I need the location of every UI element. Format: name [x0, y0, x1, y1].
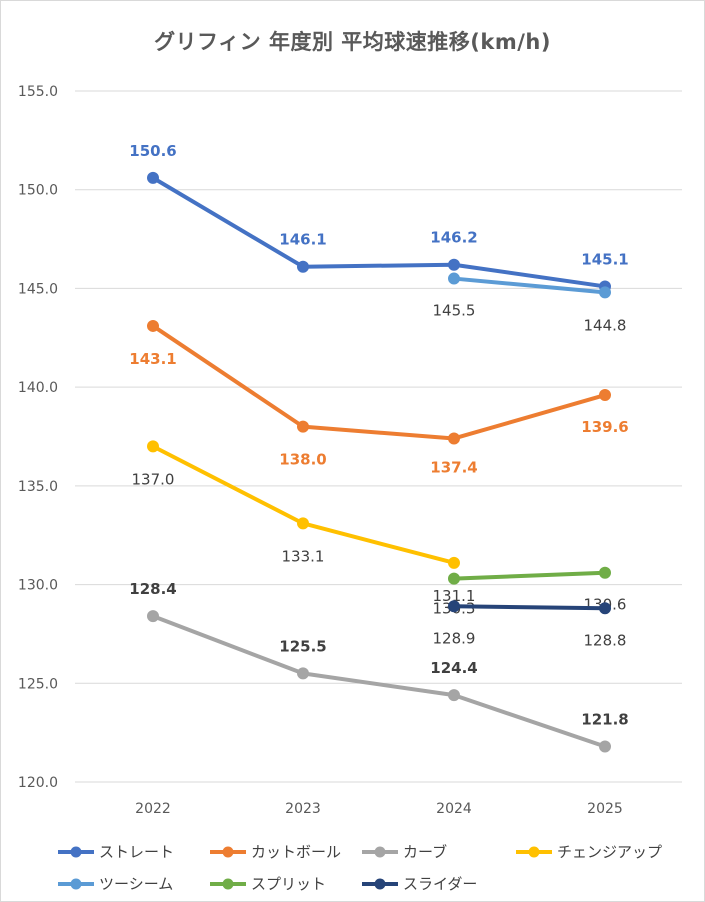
- data-point: [297, 517, 309, 530]
- data-label: 144.8: [584, 316, 627, 334]
- legend-label: カーブ: [403, 843, 447, 861]
- data-label: 138.0: [279, 451, 326, 469]
- series-line: [452, 604, 607, 611]
- chart-title: グリフィン 年度別 平均球速推移(km/h): [154, 30, 551, 54]
- data-label: 137.0: [132, 470, 175, 488]
- data-point: [599, 602, 611, 615]
- y-tick-label: 135.0: [18, 479, 58, 495]
- data-label: 124.4: [430, 659, 477, 677]
- series-line: [151, 614, 607, 749]
- legend-marker: [70, 878, 82, 890]
- x-tick-label: 2022: [135, 801, 171, 817]
- legend-marker: [374, 878, 386, 890]
- data-point: [448, 689, 460, 702]
- data-point: [599, 286, 611, 299]
- y-tick-label: 155.0: [18, 84, 58, 100]
- series-line: [452, 570, 607, 581]
- data-point: [448, 556, 460, 569]
- data-label: 131.1: [433, 587, 476, 605]
- series-line: [151, 323, 607, 441]
- data-point: [448, 572, 460, 585]
- data-point: [599, 566, 611, 579]
- data-point: [599, 389, 611, 402]
- data-point: [297, 420, 309, 433]
- y-tick-label: 140.0: [18, 380, 58, 396]
- data-point: [448, 258, 460, 271]
- legend-label: スライダー: [403, 875, 477, 893]
- data-point: [448, 272, 460, 285]
- data-label: 139.6: [581, 418, 628, 436]
- data-label: 145.1: [581, 250, 628, 268]
- legend-label: ツーシーム: [99, 875, 173, 893]
- x-tick-label: 2024: [436, 801, 472, 817]
- data-label: 146.2: [430, 229, 477, 247]
- data-point: [147, 319, 159, 332]
- data-label: 125.5: [279, 637, 326, 655]
- data-point: [448, 432, 460, 445]
- y-tick-label: 120.0: [18, 775, 58, 791]
- data-label: 150.6: [129, 142, 176, 160]
- data-point: [147, 440, 159, 453]
- legend-label: ストレート: [99, 843, 174, 861]
- data-label: 143.1: [129, 350, 176, 368]
- data-label: 121.8: [581, 710, 628, 728]
- legend-marker: [374, 846, 386, 858]
- data-label: 137.4: [430, 458, 477, 476]
- data-label: 128.9: [433, 629, 476, 647]
- x-tick-label: 2023: [285, 801, 321, 817]
- data-point: [147, 171, 159, 184]
- legend-marker: [222, 878, 234, 890]
- data-label: 145.5: [433, 302, 476, 320]
- legend-marker: [528, 846, 540, 858]
- legend-label: カットボール: [251, 843, 341, 861]
- data-label: 128.4: [129, 580, 176, 598]
- data-point: [297, 260, 309, 273]
- legend-marker: [222, 846, 234, 858]
- data-point: [599, 740, 611, 753]
- y-tick-label: 125.0: [18, 676, 58, 692]
- legend-label: スプリット: [251, 875, 326, 893]
- data-point: [448, 600, 460, 613]
- data-label: 133.1: [282, 547, 325, 565]
- series-line: [151, 175, 607, 289]
- data-point: [147, 610, 159, 623]
- data-point: [297, 667, 309, 680]
- legend-label: チェンジアップ: [557, 843, 662, 861]
- y-tick-label: 145.0: [18, 281, 58, 297]
- data-label: 128.8: [584, 631, 627, 649]
- data-label: 146.1: [279, 231, 326, 249]
- y-tick-label: 130.0: [18, 578, 58, 594]
- legend-marker: [70, 846, 82, 858]
- series-line: [452, 276, 607, 295]
- y-tick-label: 150.0: [18, 183, 58, 199]
- x-tick-label: 2025: [587, 801, 623, 817]
